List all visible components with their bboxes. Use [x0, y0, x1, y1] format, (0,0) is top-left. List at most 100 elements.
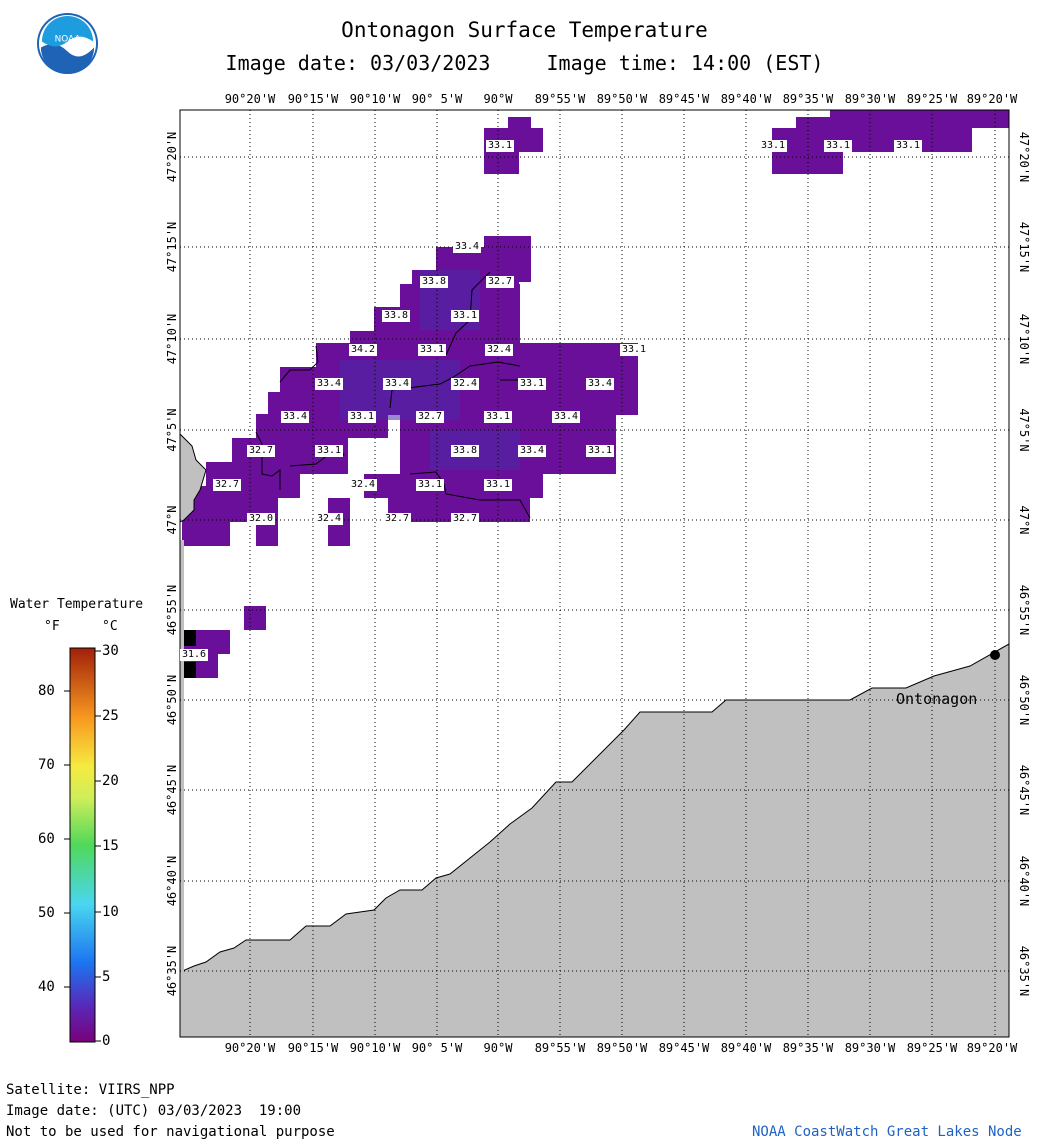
temp-label: 33.8	[420, 276, 449, 288]
legend-f-tick: 50	[38, 905, 55, 921]
noaa-logo-text: NOAA	[55, 35, 81, 45]
temp-label: 33.4	[552, 411, 581, 423]
y-tick-label: 46°40'N	[1017, 855, 1031, 907]
x-tick-label: 90°W	[483, 1041, 513, 1055]
temp-label: 32.7	[451, 513, 480, 525]
temp-label: 33.1	[484, 479, 513, 491]
legend-color-bar	[64, 647, 101, 1043]
x-tick-label: 89°30'W	[844, 92, 896, 106]
legend-c-tick: 0	[102, 1033, 111, 1049]
temp-label: 33.1	[759, 140, 788, 152]
land-south-shore	[180, 643, 1009, 1037]
y-tick-label: 47°5'N	[165, 408, 179, 452]
footer-satellite: Satellite: VIIRS_NPP	[6, 1082, 175, 1098]
y-tick-label: 46°35'N	[1017, 945, 1031, 997]
footer-credit: NOAA CoastWatch Great Lakes Node	[752, 1124, 1022, 1140]
legend-c-tick: 5	[102, 969, 111, 985]
y-tick-label: 47°15'N	[165, 221, 179, 273]
temp-label: 31.6	[180, 649, 209, 661]
y-tick-label: 47°20'N	[1017, 131, 1031, 183]
temp-label: 34.2	[349, 344, 378, 356]
x-tick-label: 89°50'W	[596, 92, 648, 106]
legend-unit-fahrenheit: °F	[44, 619, 60, 634]
noaa-logo: NOAA	[36, 12, 99, 75]
temp-label: 32.7	[247, 445, 276, 457]
temp-label: 33.4	[586, 378, 615, 390]
temp-label: 33.1	[486, 140, 515, 152]
page-subtitle: Image date: 03/03/2023 Image time: 14:00…	[0, 51, 1049, 75]
temp-label: 32.7	[383, 513, 412, 525]
map-graticule	[180, 110, 1009, 1037]
temp-label: 33.1	[315, 445, 344, 457]
y-tick-label: 46°55'N	[165, 584, 179, 636]
x-tick-label: 89°50'W	[596, 1041, 648, 1055]
x-tick-label: 90°20'W	[224, 92, 276, 106]
temp-label: 32.4	[349, 479, 378, 491]
x-tick-label: 90°20'W	[224, 1041, 276, 1055]
legend-c-tick: 25	[102, 708, 119, 724]
y-tick-label: 47°N	[1017, 505, 1031, 535]
temperature-cells	[182, 110, 1009, 678]
temp-label: 33.1	[824, 140, 853, 152]
city-label-ontonagon: Ontonagon	[896, 690, 978, 708]
x-tick-label: 90°10'W	[349, 92, 401, 106]
temp-label: 32.4	[485, 344, 514, 356]
temp-label: 33.8	[382, 310, 411, 322]
x-tick-label: 89°45'W	[658, 1041, 710, 1055]
x-tick-label: 90°15'W	[287, 1041, 339, 1055]
legend-c-tick: 30	[102, 643, 119, 659]
image-date: Image date: 03/03/2023	[225, 51, 491, 75]
temp-label: 33.1	[518, 378, 547, 390]
y-tick-label: 46°50'N	[165, 674, 179, 726]
x-tick-label: 90° 5'W	[411, 92, 463, 106]
x-tick-label: 89°35'W	[782, 92, 834, 106]
y-tick-label: 46°40'N	[165, 855, 179, 907]
x-tick-label: 89°40'W	[720, 1041, 772, 1055]
temp-label: 32.7	[213, 479, 242, 491]
temp-label: 33.8	[451, 445, 480, 457]
temp-label: 33.4	[315, 378, 344, 390]
y-tick-label: 47°20'N	[165, 131, 179, 183]
x-tick-label: 89°25'W	[906, 92, 958, 106]
y-tick-label: 46°45'N	[165, 764, 179, 816]
x-tick-label: 89°20'W	[966, 92, 1018, 106]
x-tick-label: 89°55'W	[534, 1041, 586, 1055]
temp-label: 32.4	[315, 513, 344, 525]
legend-f-tick: 70	[38, 757, 55, 773]
temp-label: 33.1	[894, 140, 923, 152]
map-frame	[179, 109, 1010, 1038]
temp-label: 33.4	[518, 445, 547, 457]
x-tick-label: 89°25'W	[906, 1041, 958, 1055]
legend-title: Water Temperature	[10, 597, 144, 612]
temp-label: 33.1	[418, 344, 447, 356]
x-tick-label: 89°35'W	[782, 1041, 834, 1055]
temp-label: 33.1	[586, 445, 615, 457]
temp-label: 33.1	[348, 411, 377, 423]
y-tick-label: 47°10'N	[1017, 313, 1031, 365]
temp-label: 33.1	[416, 479, 445, 491]
y-tick-label: 47°N	[165, 505, 179, 535]
x-tick-label: 89°45'W	[658, 92, 710, 106]
land-west-shore	[180, 433, 207, 523]
temp-label: 32.0	[247, 513, 276, 525]
y-tick-label: 46°35'N	[165, 945, 179, 997]
temp-label: 33.1	[451, 310, 480, 322]
temp-label: 32.7	[486, 276, 515, 288]
legend-c-tick: 15	[102, 838, 119, 854]
legend-c-tick: 10	[102, 904, 119, 920]
temp-label: 33.4	[453, 241, 482, 253]
temp-label: 33.4	[281, 411, 310, 423]
y-tick-label: 47°10'N	[165, 313, 179, 365]
temp-label: 33.1	[620, 344, 649, 356]
temp-label: 33.1	[484, 411, 513, 423]
y-tick-label: 47°15'N	[1017, 221, 1031, 273]
page-title: Ontonagon Surface Temperature	[341, 18, 708, 42]
legend-c-tick: 20	[102, 773, 119, 789]
land-west-strip	[180, 540, 184, 1037]
footer-disclaimer: Not to be used for navigational purpose	[6, 1124, 335, 1140]
x-tick-label: 90°W	[483, 92, 513, 106]
image-time: Image time: 14:00 (EST)	[546, 51, 824, 75]
x-tick-label: 90°15'W	[287, 92, 339, 106]
legend-unit-celsius: °C	[102, 619, 118, 634]
